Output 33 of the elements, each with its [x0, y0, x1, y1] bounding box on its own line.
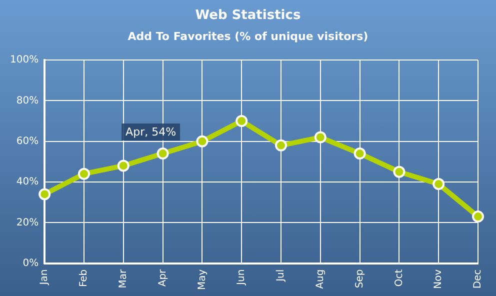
y-tick-label: 0%	[22, 258, 39, 269]
x-tick-label: May	[196, 269, 208, 290]
point	[354, 148, 366, 160]
x-tick-label: Dec	[472, 269, 484, 289]
point	[156, 148, 169, 160]
point	[432, 178, 445, 190]
point	[117, 160, 130, 172]
y-tick-label: 100%	[10, 54, 39, 66]
x-tick-label: Nov	[433, 269, 444, 289]
x-tick-label: Jul	[276, 269, 287, 282]
y-tick-label: 40%	[16, 176, 39, 188]
point	[236, 115, 248, 127]
point	[78, 168, 90, 180]
x-tick-label: Feb	[78, 269, 90, 288]
x-tick-label: Jun	[236, 269, 248, 286]
x-tick-label: Sep	[354, 269, 366, 288]
y-tick-label: 60%	[16, 136, 39, 147]
chart-subtitle: Add To Favorites (% of unique visitors)	[126, 30, 370, 43]
x-tick-label: Mar	[118, 268, 129, 288]
y-tick-label: 80%	[16, 95, 39, 106]
annotation: Apr, 54%	[126, 125, 176, 138]
x-tick-label: Jan	[39, 269, 50, 286]
point	[393, 166, 406, 178]
point	[274, 139, 287, 152]
chart-title: Web Statistics	[194, 8, 302, 23]
point	[196, 135, 208, 148]
point	[314, 131, 326, 144]
y-tick-label: 20%	[16, 217, 39, 228]
point	[38, 188, 51, 200]
x-tick-label: Oct	[394, 269, 405, 287]
x-tick-label: Apr	[157, 268, 168, 287]
point	[472, 210, 484, 223]
x-tick-label: Aug	[314, 269, 326, 289]
